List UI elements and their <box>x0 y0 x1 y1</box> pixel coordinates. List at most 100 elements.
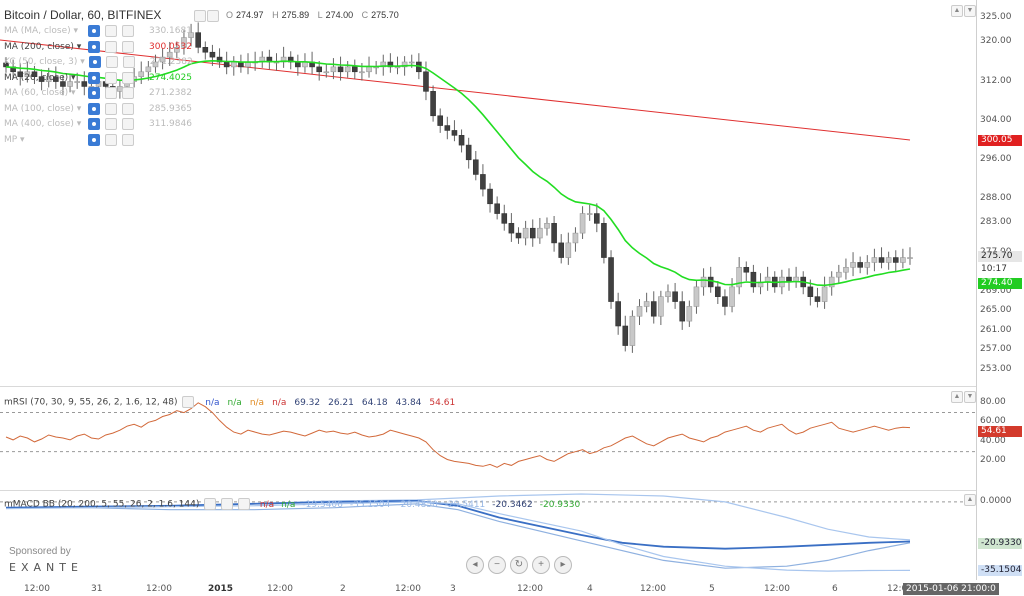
legend-row[interactable]: MA (20, close) ▾ 274.4025 <box>4 71 192 85</box>
scroll-right-icon[interactable]: ▸ <box>554 556 572 574</box>
close-icon[interactable] <box>122 25 134 37</box>
rsi-pane-down-icon[interactable]: ▼ <box>964 391 976 403</box>
legend-row[interactable]: MA (400, close) ▾ 311.9846 <box>4 117 192 131</box>
legend-indicator-name[interactable]: MA (400, close) ▾ <box>4 119 82 129</box>
macd-hide-icon[interactable] <box>221 498 234 510</box>
legend-row[interactable]: KC (50, close, 3) ▾ 271.2382 <box>4 55 193 69</box>
candle <box>472 150 479 181</box>
settings-icon[interactable] <box>105 25 117 37</box>
candle <box>444 116 451 140</box>
macd-pane[interactable] <box>0 492 976 580</box>
settings-icon[interactable] <box>194 10 206 22</box>
candle-body <box>401 61 408 68</box>
time-tick-label: 4 <box>587 584 593 594</box>
candle-body <box>152 61 159 68</box>
legend-indicator-name[interactable]: MA (20, close) ▾ <box>4 72 76 83</box>
eye-icon[interactable] <box>88 71 100 84</box>
macd-close-icon[interactable] <box>238 498 250 510</box>
candle <box>679 291 686 330</box>
close-icon[interactable] <box>122 133 134 146</box>
legend-row[interactable]: MP ▾ <box>4 133 135 147</box>
legend-indicator-name[interactable]: MA (200, close) ▾ <box>4 41 82 52</box>
pane-up-icon[interactable]: ▲ <box>951 5 963 17</box>
legend-indicator-name[interactable]: KC (50, close, 3) ▾ <box>4 57 85 67</box>
pane-divider[interactable] <box>0 490 1024 491</box>
settings-icon[interactable] <box>105 102 117 115</box>
candle <box>437 108 444 133</box>
legend-row[interactable]: MA (60, close) ▾ 271.2382 <box>4 86 192 100</box>
close-icon[interactable] <box>122 118 134 130</box>
sponsor-logo[interactable]: EXANTE <box>9 561 83 574</box>
settings-icon[interactable] <box>105 71 117 84</box>
close-icon[interactable] <box>122 87 134 99</box>
candle-body <box>551 223 557 244</box>
candle <box>166 41 173 66</box>
symbol-title[interactable]: Bitcoin / Dollar, 60, BITFINEX <box>4 8 162 22</box>
pane-down-icon[interactable]: ▼ <box>964 5 976 17</box>
macd-lower2-line <box>5 501 911 572</box>
rsi-pane-up-icon[interactable]: ▲ <box>951 391 963 403</box>
eye-icon[interactable] <box>88 87 100 99</box>
close-icon[interactable] <box>122 71 134 84</box>
open-key: O <box>226 10 234 20</box>
candle <box>53 66 59 89</box>
zoom-out-icon[interactable]: − <box>488 556 506 574</box>
candle <box>238 54 244 73</box>
zoom-in-icon[interactable]: + <box>532 556 550 574</box>
candle-body <box>3 62 9 68</box>
eye-icon[interactable] <box>88 118 100 130</box>
settings-icon[interactable] <box>105 56 118 68</box>
low-key: L <box>317 10 323 20</box>
legend-row[interactable]: MA (100, close) ▾ 285.9365 <box>4 102 192 116</box>
rsi-dropdown-icon[interactable] <box>182 396 195 408</box>
price-chart-pane[interactable] <box>0 0 976 384</box>
legend-indicator-name[interactable]: MA (MA, close) ▾ <box>4 26 79 36</box>
price-chart-svg[interactable] <box>0 0 976 384</box>
candle <box>743 261 750 282</box>
candle <box>700 268 707 296</box>
settings-icon[interactable] <box>105 40 117 53</box>
candle <box>351 59 358 80</box>
candle-body <box>615 301 621 327</box>
close-icon[interactable] <box>122 40 134 53</box>
legend-indicator-name[interactable]: MA (100, close) ▾ <box>4 103 82 114</box>
close-icon[interactable] <box>122 56 135 68</box>
legend-indicator-name[interactable]: MA (60, close) ▾ <box>4 88 76 98</box>
price-tag: 274.40 <box>978 277 1022 289</box>
settings-icon[interactable] <box>105 87 117 99</box>
rsi-pane[interactable] <box>0 389 976 487</box>
candle <box>643 292 650 313</box>
candle <box>601 217 607 264</box>
macd-chart-svg[interactable] <box>0 492 976 580</box>
candle-body <box>679 301 686 322</box>
legend-indicator-name[interactable]: MP ▾ <box>4 134 25 145</box>
scroll-left-icon[interactable]: ◂ <box>466 556 484 574</box>
macd-pane-up-icon[interactable]: ▲ <box>964 494 976 506</box>
settings-icon[interactable] <box>105 133 117 146</box>
candle-body <box>230 61 237 68</box>
eye-icon[interactable] <box>88 25 100 37</box>
legend-indicator-value: 300.0532 <box>149 41 192 52</box>
candle <box>750 264 757 293</box>
eye-icon[interactable] <box>88 133 100 146</box>
hide-icon[interactable] <box>207 10 219 22</box>
candle-body <box>67 81 73 87</box>
close-icon[interactable] <box>122 102 134 115</box>
legend-row[interactable]: MA (MA, close) ▾ 330.1681 <box>4 24 192 38</box>
eye-icon[interactable] <box>88 102 100 115</box>
rsi-value: 43.84 <box>395 397 422 408</box>
eye-icon[interactable] <box>88 56 101 68</box>
macd-settings-icon[interactable] <box>204 498 217 510</box>
price-axis[interactable] <box>976 0 1024 580</box>
candle-body <box>444 125 451 131</box>
eye-icon[interactable] <box>88 40 100 53</box>
pane-divider[interactable] <box>0 386 1024 387</box>
time-tick-label: 2 <box>340 584 346 594</box>
legend-row[interactable]: MA (200, close) ▾ 300.0532 <box>4 40 192 54</box>
candle <box>60 75 66 96</box>
rsi-value: n/a <box>272 397 287 408</box>
rsi-chart-svg[interactable] <box>0 389 976 487</box>
reset-icon[interactable]: ↻ <box>510 556 528 574</box>
candle-body <box>750 271 757 288</box>
settings-icon[interactable] <box>105 118 117 130</box>
